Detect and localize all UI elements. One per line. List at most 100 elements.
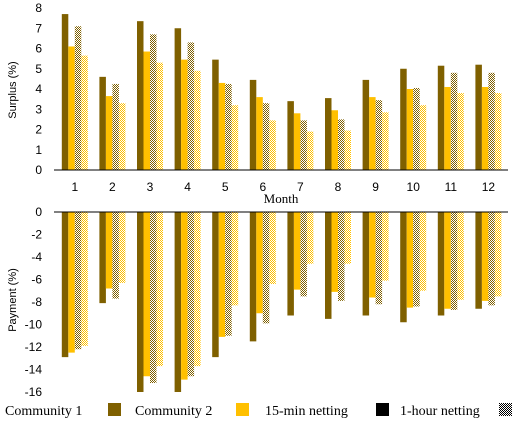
surplus-x-tick-label: 2 <box>109 180 116 194</box>
payment-bar-m2-s1 <box>99 212 106 304</box>
payment-bar-m6-s2 <box>256 212 263 314</box>
surplus-bar-m6-s3 <box>262 103 270 170</box>
payment-bar-m11-s2 <box>444 212 451 309</box>
payment-bar-m1-s4 <box>81 212 88 346</box>
surplus-bar-m1-s2 <box>68 46 75 170</box>
surplus-bar-m9-s4 <box>382 112 389 170</box>
payment-bar-m9-s2 <box>369 212 376 298</box>
surplus-bar-m3-s4 <box>156 62 163 170</box>
surplus-bar-m4-s1 <box>174 28 182 170</box>
payment-y-axis-title: Payment (%) <box>7 268 19 332</box>
payment-bar-m7-s3 <box>300 212 307 297</box>
surplus-bar-m8-s3 <box>338 119 345 170</box>
surplus-y-tick-labels: 0 1 2 3 4 5 6 7 8 <box>35 1 42 177</box>
payment-bar-m10-s1 <box>400 212 407 323</box>
payment-y-tick-label: -8 <box>31 295 42 309</box>
payment-bar-m11-s1 <box>437 212 445 316</box>
payment-bar-m3-s2 <box>143 212 150 377</box>
surplus-bar-m2-s2 <box>105 96 113 170</box>
surplus-bar-m3-s1 <box>137 21 144 170</box>
payment-bar-m8-s2 <box>331 212 338 292</box>
surplus-x-tick-labels: 1 2 3 4 5 6 7 8 9 10 11 12 <box>71 180 495 194</box>
payment-bar-m6-s4 <box>269 212 276 284</box>
surplus-x-tick-label: 9 <box>372 180 379 194</box>
surplus-y-tick-label: 1 <box>35 143 42 157</box>
payment-bar-m12-s1 <box>475 212 482 309</box>
payment-bar-m9-s4 <box>382 212 389 281</box>
surplus-x-tick-label: 6 <box>259 180 266 194</box>
payment-chart: 0 -2 -4 -6 -8 -10 -12 -14 -16 Payment (%) <box>7 205 508 399</box>
surplus-bar-m1-s3 <box>74 26 82 170</box>
payment-bar-m9-s1 <box>362 212 370 316</box>
surplus-x-tick-label: 4 <box>184 180 191 194</box>
payment-y-tick-label: -2 <box>31 228 42 242</box>
legend-label-community-1: Community 1 <box>5 404 82 419</box>
surplus-bar-m10-s4 <box>419 105 427 170</box>
surplus-bar-m1-s4 <box>81 55 88 170</box>
surplus-bars <box>61 14 502 171</box>
surplus-x-tick-label: 8 <box>335 180 342 194</box>
surplus-bar-m6-s1 <box>249 79 257 170</box>
surplus-bar-m9-s3 <box>375 100 383 170</box>
payment-bar-m2-s4 <box>118 212 126 283</box>
payment-bar-m10-s2 <box>406 212 414 308</box>
surplus-bar-m11-s3 <box>450 72 458 170</box>
payment-bar-m2-s2 <box>105 212 113 289</box>
payment-y-tick-label: 0 <box>35 205 42 219</box>
surplus-bar-m1-s1 <box>61 14 69 171</box>
surplus-bar-m11-s4 <box>457 93 464 170</box>
surplus-x-tick-label: 3 <box>147 180 154 194</box>
surplus-y-tick-label: 0 <box>35 163 42 177</box>
legend-label-1-hour: 1-hour netting <box>400 404 480 419</box>
surplus-x-tick-label: 5 <box>222 180 229 194</box>
surplus-y-axis-title: Surplus (%) <box>7 61 19 118</box>
legend-swatch-brown <box>108 403 121 416</box>
surplus-bar-m11-s1 <box>437 65 445 170</box>
surplus-y-tick-label: 3 <box>35 102 42 116</box>
surplus-bar-m12-s3 <box>488 72 495 170</box>
surplus-bar-m3-s3 <box>150 34 157 171</box>
legend: Community 1 Community 2 15-min netting 1… <box>5 403 512 419</box>
legend-swatch-checker <box>499 403 512 416</box>
surplus-y-tick-label: 6 <box>35 42 42 56</box>
surplus-bar-m11-s2 <box>444 86 451 170</box>
payment-bar-m7-s2 <box>293 212 301 290</box>
surplus-y-tick-label: 7 <box>35 21 42 35</box>
payment-y-tick-label: -10 <box>25 318 43 332</box>
surplus-bar-m7-s3 <box>300 120 307 170</box>
payment-bar-m7-s4 <box>306 212 314 264</box>
surplus-bar-m7-s1 <box>287 101 294 170</box>
surplus-bar-m4-s2 <box>181 59 188 171</box>
payment-bar-m10-s4 <box>419 212 427 291</box>
surplus-bar-m12-s2 <box>481 86 489 170</box>
payment-bar-m2-s3 <box>112 212 119 299</box>
payment-bar-m3-s4 <box>156 212 163 367</box>
payment-bar-m8-s3 <box>338 212 345 301</box>
payment-bar-m4-s2 <box>181 212 188 380</box>
legend-swatch-black <box>376 403 389 416</box>
surplus-bar-m5-s4 <box>231 105 239 170</box>
payment-bar-m1-s1 <box>61 212 69 358</box>
surplus-bar-m8-s4 <box>344 130 351 170</box>
surplus-bar-m8-s2 <box>331 110 338 170</box>
surplus-bar-m9-s2 <box>369 97 376 170</box>
payment-bar-m7-s1 <box>287 212 294 316</box>
payment-bar-m11-s3 <box>450 212 458 310</box>
payment-bar-m5-s1 <box>212 212 219 358</box>
surplus-bar-m5-s2 <box>218 82 226 170</box>
surplus-x-tick-label: 12 <box>482 180 496 194</box>
surplus-x-axis-title: Month <box>264 191 299 206</box>
payment-bar-m9-s3 <box>375 212 383 305</box>
payment-bar-m6-s1 <box>249 212 257 342</box>
payment-bar-m8-s1 <box>325 212 332 319</box>
payment-bar-m4-s3 <box>187 212 195 377</box>
surplus-bar-m2-s4 <box>118 103 126 170</box>
surplus-bar-m10-s2 <box>406 89 414 170</box>
payment-bar-m5-s3 <box>225 212 232 336</box>
surplus-bar-m12-s1 <box>475 64 482 170</box>
payment-bar-m4-s4 <box>194 212 201 367</box>
surplus-y-tick-label: 4 <box>35 82 42 96</box>
payment-bar-m6-s3 <box>262 212 270 324</box>
payment-bar-m1-s3 <box>74 212 82 350</box>
surplus-bar-m6-s4 <box>269 120 276 170</box>
